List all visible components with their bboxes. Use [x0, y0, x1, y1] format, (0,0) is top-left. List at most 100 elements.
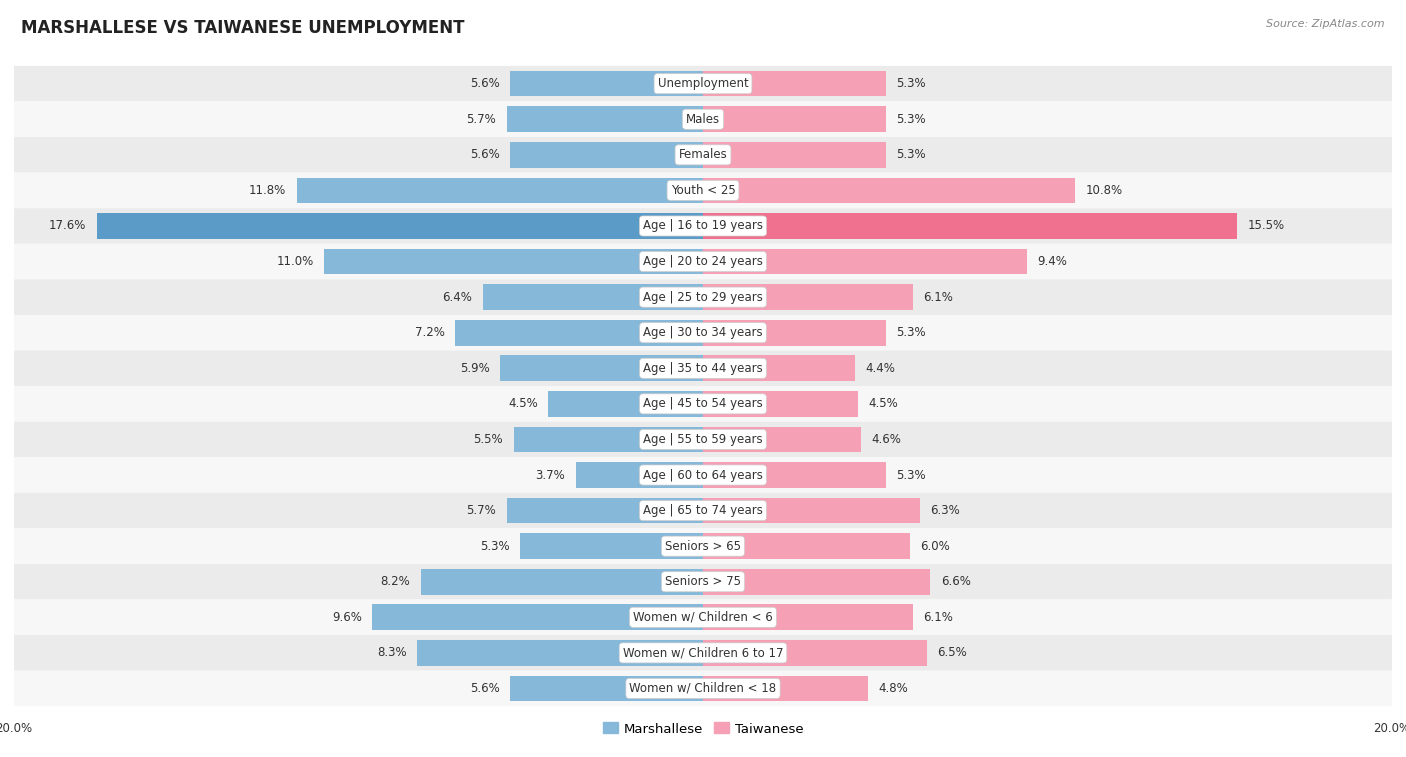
FancyBboxPatch shape — [14, 671, 1392, 706]
Bar — [297, 178, 703, 203]
Text: MARSHALLESE VS TAIWANESE UNEMPLOYMENT: MARSHALLESE VS TAIWANESE UNEMPLOYMENT — [21, 19, 464, 37]
Bar — [510, 142, 703, 167]
Bar — [499, 356, 703, 381]
Bar — [703, 356, 855, 381]
Bar — [506, 107, 703, 132]
Text: 6.3%: 6.3% — [931, 504, 960, 517]
Text: 6.5%: 6.5% — [938, 646, 967, 659]
Text: Source: ZipAtlas.com: Source: ZipAtlas.com — [1267, 19, 1385, 29]
Bar — [97, 213, 703, 238]
Text: Age | 30 to 34 years: Age | 30 to 34 years — [643, 326, 763, 339]
FancyBboxPatch shape — [14, 244, 1392, 279]
FancyBboxPatch shape — [14, 350, 1392, 386]
FancyBboxPatch shape — [14, 386, 1392, 422]
FancyBboxPatch shape — [14, 493, 1392, 528]
Text: Age | 55 to 59 years: Age | 55 to 59 years — [643, 433, 763, 446]
Text: Age | 35 to 44 years: Age | 35 to 44 years — [643, 362, 763, 375]
Bar — [703, 391, 858, 416]
Bar — [418, 640, 703, 665]
Text: Women w/ Children 6 to 17: Women w/ Children 6 to 17 — [623, 646, 783, 659]
Text: Age | 16 to 19 years: Age | 16 to 19 years — [643, 220, 763, 232]
Text: 6.0%: 6.0% — [920, 540, 950, 553]
Text: Women w/ Children < 18: Women w/ Children < 18 — [630, 682, 776, 695]
Bar — [703, 213, 1237, 238]
Bar — [420, 569, 703, 594]
Bar — [482, 285, 703, 310]
Bar — [703, 249, 1026, 274]
Text: Youth < 25: Youth < 25 — [671, 184, 735, 197]
Bar — [703, 285, 912, 310]
Text: Seniors > 75: Seniors > 75 — [665, 575, 741, 588]
FancyBboxPatch shape — [14, 635, 1392, 671]
Bar — [703, 178, 1076, 203]
FancyBboxPatch shape — [14, 457, 1392, 493]
FancyBboxPatch shape — [14, 279, 1392, 315]
Text: 4.8%: 4.8% — [879, 682, 908, 695]
Text: 6.1%: 6.1% — [924, 611, 953, 624]
Text: 5.3%: 5.3% — [896, 469, 925, 481]
FancyBboxPatch shape — [14, 528, 1392, 564]
FancyBboxPatch shape — [14, 564, 1392, 600]
FancyBboxPatch shape — [14, 315, 1392, 350]
Bar — [703, 427, 862, 452]
Text: 5.3%: 5.3% — [896, 148, 925, 161]
Bar — [703, 605, 912, 630]
Bar — [703, 569, 931, 594]
Text: 3.7%: 3.7% — [536, 469, 565, 481]
FancyBboxPatch shape — [14, 208, 1392, 244]
Legend: Marshallese, Taiwanese: Marshallese, Taiwanese — [598, 717, 808, 741]
Text: 5.6%: 5.6% — [470, 682, 499, 695]
FancyBboxPatch shape — [14, 66, 1392, 101]
Bar — [703, 142, 886, 167]
Bar — [373, 605, 703, 630]
Text: 8.2%: 8.2% — [381, 575, 411, 588]
Text: 5.5%: 5.5% — [474, 433, 503, 446]
Bar — [703, 320, 886, 345]
Text: Women w/ Children < 6: Women w/ Children < 6 — [633, 611, 773, 624]
Text: Age | 60 to 64 years: Age | 60 to 64 years — [643, 469, 763, 481]
Bar — [456, 320, 703, 345]
Bar — [703, 640, 927, 665]
Bar — [575, 463, 703, 488]
Text: Age | 25 to 29 years: Age | 25 to 29 years — [643, 291, 763, 304]
Bar — [513, 427, 703, 452]
Text: 6.6%: 6.6% — [941, 575, 970, 588]
Text: 8.3%: 8.3% — [377, 646, 406, 659]
Bar — [703, 676, 869, 701]
Text: 5.7%: 5.7% — [467, 504, 496, 517]
Text: 11.8%: 11.8% — [249, 184, 287, 197]
Bar — [703, 534, 910, 559]
Text: 5.6%: 5.6% — [470, 148, 499, 161]
FancyBboxPatch shape — [14, 173, 1392, 208]
FancyBboxPatch shape — [14, 137, 1392, 173]
Text: 6.4%: 6.4% — [443, 291, 472, 304]
Text: Age | 45 to 54 years: Age | 45 to 54 years — [643, 397, 763, 410]
Bar — [323, 249, 703, 274]
Text: 5.3%: 5.3% — [481, 540, 510, 553]
Text: 11.0%: 11.0% — [277, 255, 314, 268]
Text: 4.5%: 4.5% — [508, 397, 537, 410]
Text: 5.3%: 5.3% — [896, 77, 925, 90]
Bar — [520, 534, 703, 559]
Text: 9.4%: 9.4% — [1038, 255, 1067, 268]
Bar — [510, 71, 703, 96]
Text: 9.6%: 9.6% — [332, 611, 361, 624]
Bar — [510, 676, 703, 701]
Text: Unemployment: Unemployment — [658, 77, 748, 90]
FancyBboxPatch shape — [14, 600, 1392, 635]
Text: 5.3%: 5.3% — [896, 113, 925, 126]
Bar — [548, 391, 703, 416]
Text: 17.6%: 17.6% — [49, 220, 86, 232]
Text: 5.6%: 5.6% — [470, 77, 499, 90]
Bar — [703, 498, 920, 523]
Text: 6.1%: 6.1% — [924, 291, 953, 304]
Text: Males: Males — [686, 113, 720, 126]
Text: 5.9%: 5.9% — [460, 362, 489, 375]
Bar — [703, 71, 886, 96]
Bar — [506, 498, 703, 523]
Bar — [703, 107, 886, 132]
FancyBboxPatch shape — [14, 101, 1392, 137]
Text: 5.3%: 5.3% — [896, 326, 925, 339]
Text: Seniors > 65: Seniors > 65 — [665, 540, 741, 553]
FancyBboxPatch shape — [14, 422, 1392, 457]
